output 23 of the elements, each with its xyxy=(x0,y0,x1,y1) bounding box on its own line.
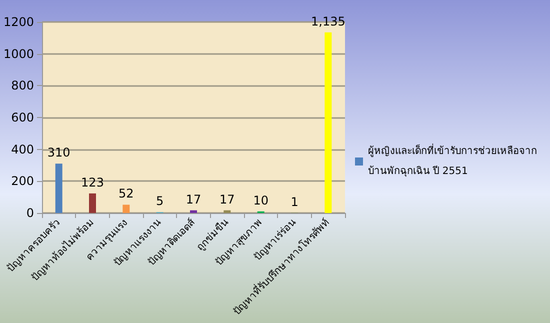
y-tick-label: 600 xyxy=(11,110,34,124)
bar xyxy=(122,204,130,213)
data-label: 1,135 xyxy=(310,14,346,28)
data-label: 17 xyxy=(220,192,235,206)
data-label: 17 xyxy=(186,192,202,206)
y-tick-label: 800 xyxy=(11,78,34,93)
bar xyxy=(190,210,197,213)
y-tick-label: 1000 xyxy=(3,46,34,61)
y-tick-label: 1200 xyxy=(3,15,34,29)
data-label: 5 xyxy=(156,194,164,208)
y-tick-label: 400 xyxy=(11,142,34,156)
data-label: 310 xyxy=(47,146,70,160)
bar xyxy=(324,32,332,213)
y-tick-label: 0 xyxy=(26,206,34,220)
data-label: 52 xyxy=(118,186,134,201)
legend-label: ผู้หญิงและเด็กที่เข้ารับการช่วยเหลือจากบ้านพักฉุกเฉิน ปี 2551 xyxy=(368,143,537,177)
data-label: 10 xyxy=(253,193,268,208)
data-label: 123 xyxy=(81,175,104,190)
data-label: 1 xyxy=(290,194,298,209)
bar xyxy=(89,193,96,213)
bar xyxy=(55,164,62,213)
bar xyxy=(224,210,231,213)
y-tick-label: 200 xyxy=(11,174,34,188)
